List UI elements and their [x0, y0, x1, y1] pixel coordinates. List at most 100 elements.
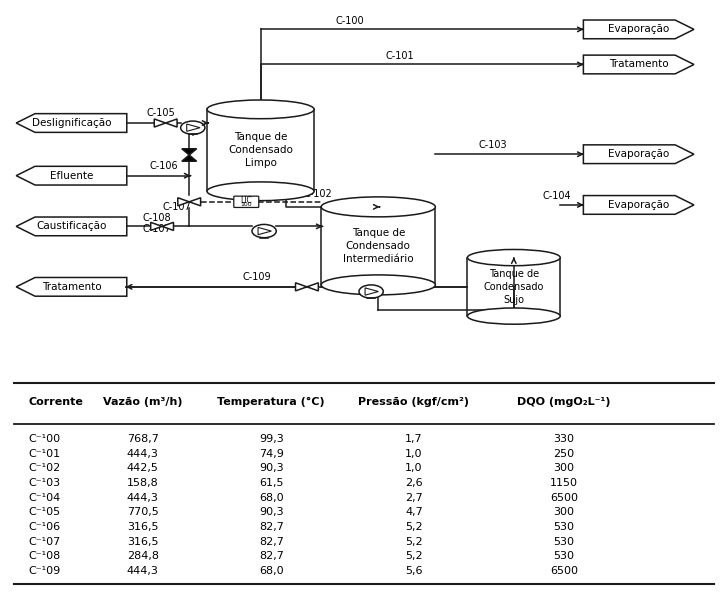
Text: Temperatura (°C): Temperatura (°C) [218, 398, 325, 407]
Ellipse shape [467, 249, 561, 266]
Text: 5,6: 5,6 [405, 566, 423, 576]
Text: 6500: 6500 [550, 493, 578, 503]
Text: 68,0: 68,0 [259, 493, 284, 503]
Polygon shape [16, 114, 127, 132]
Text: 2,6: 2,6 [405, 478, 423, 488]
Text: 99,3: 99,3 [259, 434, 284, 444]
FancyBboxPatch shape [234, 196, 258, 208]
Text: C⁻¹03: C⁻¹03 [28, 478, 61, 488]
Text: C⁻¹05: C⁻¹05 [28, 507, 61, 517]
Text: Evaporação: Evaporação [608, 25, 669, 35]
Text: C⁻¹01: C⁻¹01 [28, 448, 61, 459]
Polygon shape [151, 222, 162, 230]
Text: 284,8: 284,8 [127, 551, 159, 562]
Text: 5,2: 5,2 [405, 536, 423, 547]
Circle shape [181, 121, 205, 135]
Text: C⁻¹06: C⁻¹06 [28, 522, 61, 532]
Text: 82,7: 82,7 [259, 551, 284, 562]
Text: Evaporação: Evaporação [608, 150, 669, 159]
Polygon shape [583, 55, 694, 74]
Text: 330: 330 [553, 434, 574, 444]
Text: C-105: C-105 [146, 108, 175, 118]
Bar [321, 207, 435, 285]
Ellipse shape [207, 182, 314, 201]
Text: Pressão (kgf/cm²): Pressão (kgf/cm²) [358, 398, 470, 407]
Text: 90,3: 90,3 [259, 463, 284, 474]
Text: 770,5: 770,5 [127, 507, 159, 517]
Polygon shape [583, 20, 694, 39]
Text: 1,0: 1,0 [405, 448, 423, 459]
Text: 4,7: 4,7 [405, 507, 423, 517]
Text: 530: 530 [553, 536, 574, 547]
Text: 530: 530 [553, 551, 574, 562]
Text: 250: 250 [553, 448, 574, 459]
Text: 442,5: 442,5 [127, 463, 159, 474]
Polygon shape [162, 222, 173, 230]
Text: 1,0: 1,0 [405, 463, 423, 474]
Bar [467, 258, 561, 316]
Text: Tanque de: Tanque de [352, 228, 405, 238]
Polygon shape [296, 283, 307, 291]
Text: C-108: C-108 [143, 212, 171, 222]
Text: C⁻¹00: C⁻¹00 [28, 434, 61, 444]
Text: 1,7: 1,7 [405, 434, 423, 444]
Text: C⁻¹07: C⁻¹07 [28, 536, 61, 547]
Text: C-102: C-102 [304, 189, 332, 199]
Text: Condensado: Condensado [483, 282, 544, 292]
Text: C-104: C-104 [542, 191, 571, 201]
Text: LIC: LIC [240, 197, 252, 206]
Text: 444,3: 444,3 [127, 566, 159, 576]
Text: 74,9: 74,9 [259, 448, 284, 459]
Text: C-101: C-101 [385, 51, 414, 60]
Text: Tanque de: Tanque de [234, 132, 288, 142]
Text: Vazão (m³/h): Vazão (m³/h) [103, 398, 183, 407]
Text: 82,7: 82,7 [259, 536, 284, 547]
Text: 68,0: 68,0 [259, 566, 284, 576]
Text: Limpo: Limpo [245, 158, 277, 168]
Text: C⁻¹09: C⁻¹09 [28, 566, 61, 576]
Polygon shape [178, 198, 189, 206]
Text: 300: 300 [553, 463, 574, 474]
Text: DQO (mgO₂L⁻¹): DQO (mgO₂L⁻¹) [517, 398, 611, 407]
Text: 444,3: 444,3 [127, 493, 159, 503]
Polygon shape [258, 227, 272, 234]
Text: 768,7: 768,7 [127, 434, 159, 444]
Text: Caustificação: Caustificação [36, 221, 107, 231]
Polygon shape [182, 149, 197, 155]
Text: 2,7: 2,7 [405, 493, 423, 503]
Text: 316,5: 316,5 [127, 522, 159, 532]
Text: Corrente: Corrente [28, 398, 84, 407]
Ellipse shape [321, 197, 435, 217]
Ellipse shape [207, 100, 314, 119]
Polygon shape [16, 217, 127, 236]
Text: 530: 530 [553, 522, 574, 532]
Polygon shape [583, 196, 694, 214]
Polygon shape [16, 277, 127, 296]
Text: 100: 100 [240, 202, 252, 206]
Text: Deslignificação: Deslignificação [32, 118, 111, 128]
Text: Tanque de: Tanque de [488, 269, 539, 279]
Polygon shape [189, 198, 201, 206]
Text: Intermediário: Intermediário [343, 254, 414, 264]
Text: C-109: C-109 [242, 272, 272, 282]
Text: Condensado: Condensado [346, 241, 411, 251]
Text: C-106: C-106 [150, 161, 178, 170]
Polygon shape [166, 119, 177, 127]
Text: 82,7: 82,7 [259, 522, 284, 532]
Text: C⁻¹02: C⁻¹02 [28, 463, 61, 474]
Polygon shape [583, 145, 694, 164]
Ellipse shape [321, 275, 435, 295]
Text: 6500: 6500 [550, 566, 578, 576]
Circle shape [252, 224, 276, 237]
Text: C-107: C-107 [162, 202, 191, 212]
Text: 61,5: 61,5 [259, 478, 283, 488]
Polygon shape [182, 155, 197, 161]
Text: 5,2: 5,2 [405, 551, 423, 562]
Text: 444,3: 444,3 [127, 448, 159, 459]
Polygon shape [16, 166, 127, 185]
Text: Evaporação: Evaporação [608, 200, 669, 210]
Text: 158,8: 158,8 [127, 478, 159, 488]
Text: Tratamento: Tratamento [41, 282, 101, 292]
Text: C-100: C-100 [336, 16, 364, 26]
Polygon shape [307, 283, 318, 291]
